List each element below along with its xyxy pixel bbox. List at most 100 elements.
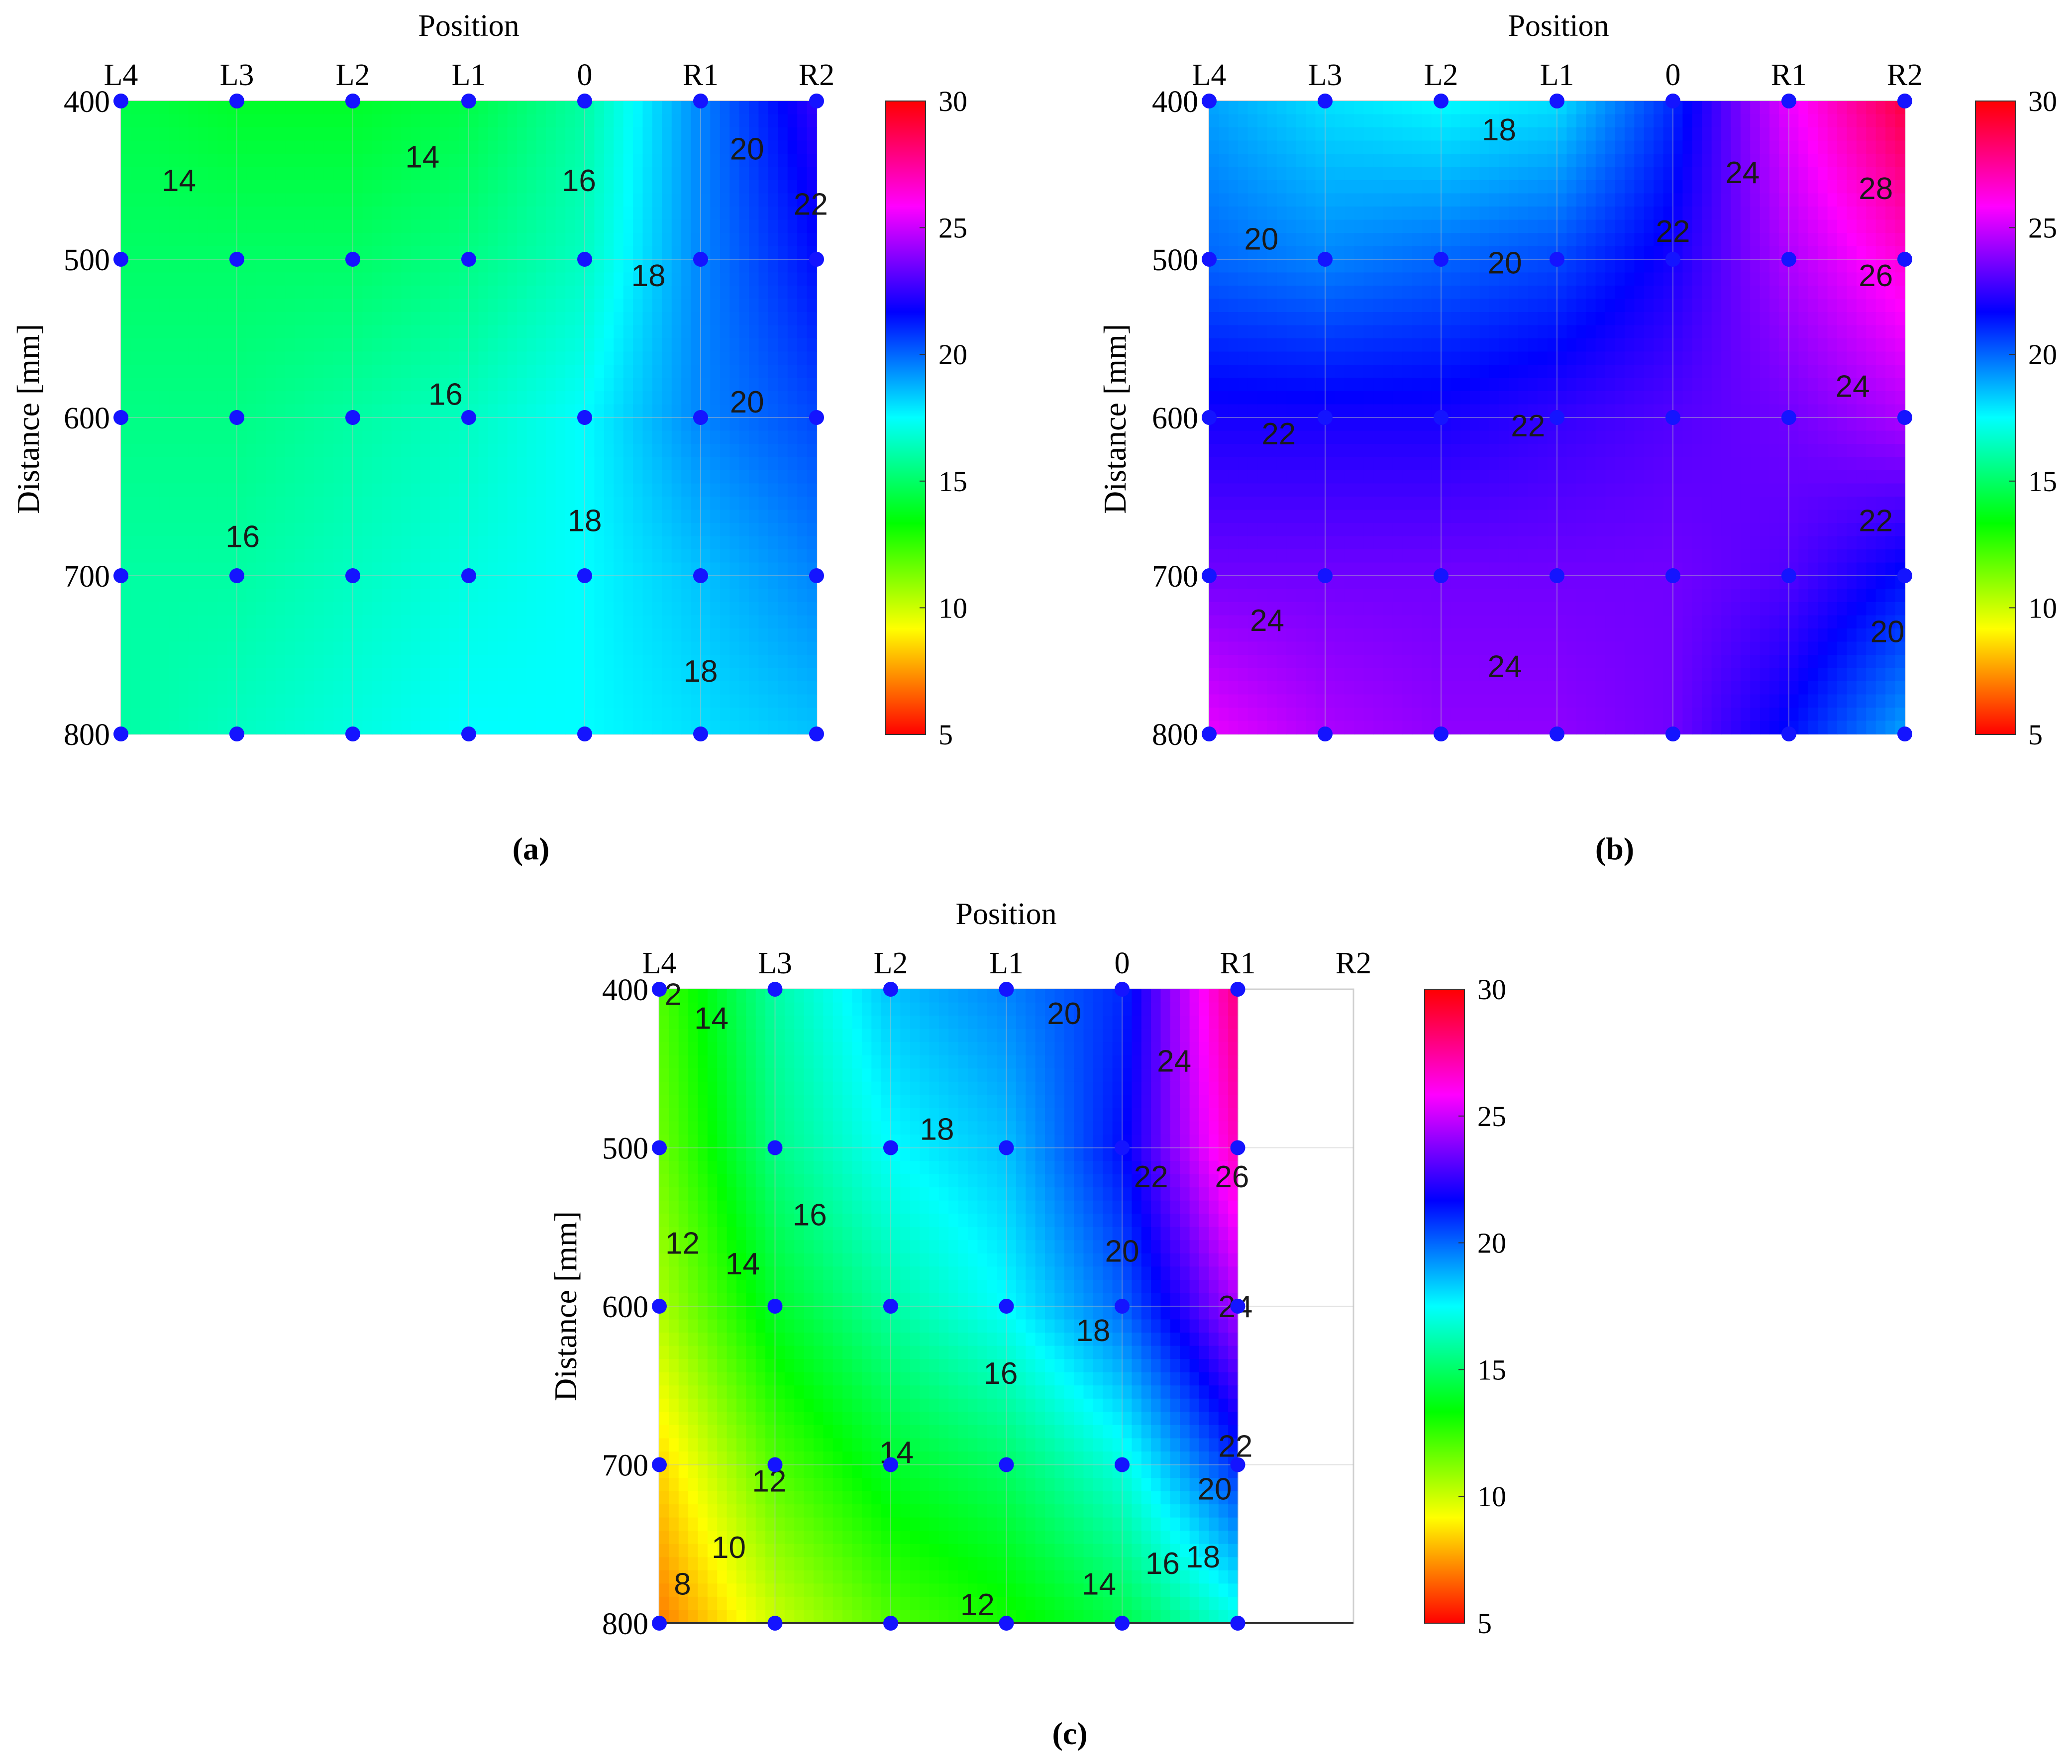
- heatmap-cell: [517, 615, 527, 629]
- heatmap-cell: [1306, 154, 1316, 168]
- heatmap-cell: [671, 299, 682, 312]
- heatmap-cell: [1566, 286, 1577, 300]
- heatmap-cell: [633, 312, 643, 326]
- heatmap-cell: [314, 589, 324, 603]
- heatmap-cell: [1238, 312, 1248, 326]
- heatmap-cell: [691, 207, 701, 220]
- heatmap-cell: [565, 681, 576, 695]
- heatmap-cell: [1538, 246, 1548, 260]
- heatmap-cell: [555, 391, 566, 405]
- heatmap-cell: [343, 207, 353, 220]
- heatmap-cell: [1441, 233, 1451, 247]
- heatmap-cell: [333, 615, 344, 629]
- heatmap-cell: [266, 365, 276, 379]
- heatmap-cell: [507, 536, 518, 550]
- heatmap-cell: [1518, 180, 1529, 194]
- heatmap-cell: [295, 510, 305, 523]
- heatmap-cell: [1460, 259, 1471, 273]
- heatmap-cell: [449, 536, 460, 550]
- heatmap-cell: [1721, 207, 1732, 220]
- heatmap-cell: [671, 114, 682, 128]
- heatmap-cell: [198, 154, 208, 168]
- heatmap-cell: [159, 193, 170, 207]
- heatmap-cell: [787, 668, 798, 682]
- heatmap-cell: [401, 207, 412, 220]
- heatmap-cell: [1228, 259, 1239, 273]
- heatmap-cell: [401, 246, 412, 260]
- heatmap-cell: [807, 708, 817, 722]
- heatmap-cell: [237, 127, 247, 141]
- heatmap-cell: [546, 101, 556, 115]
- heatmap-cell: [420, 233, 431, 247]
- heatmap-cell: [449, 497, 460, 511]
- heatmap-cell: [517, 259, 527, 273]
- heatmap-cell: [1422, 338, 1432, 352]
- heatmap-cell: [459, 602, 469, 616]
- heatmap-cell: [1499, 325, 1509, 339]
- heatmap-cell: [1383, 114, 1393, 128]
- heatmap-cell: [1595, 207, 1606, 220]
- heatmap-cell: [362, 721, 373, 734]
- heatmap-cell: [526, 681, 537, 695]
- measure-point: [113, 252, 128, 267]
- heatmap-cell: [198, 602, 208, 616]
- x-tick-label: L2: [336, 58, 370, 92]
- heatmap-cell: [1702, 154, 1712, 168]
- heatmap-cell: [1895, 272, 1905, 286]
- heatmap-cell: [1576, 193, 1587, 207]
- heatmap-cell: [498, 615, 508, 629]
- x-tick-label: L4: [104, 58, 138, 92]
- heatmap-cell: [246, 510, 257, 523]
- heatmap-cell: [169, 325, 180, 339]
- heatmap-cell: [662, 470, 672, 484]
- heatmap-cell: [1528, 351, 1538, 365]
- heatmap-cell: [323, 628, 334, 642]
- heatmap-cell: [1895, 312, 1905, 326]
- heatmap-cell: [179, 286, 189, 300]
- heatmap-cell: [671, 602, 682, 616]
- heatmap-cell: [1682, 180, 1693, 194]
- heatmap-cell: [295, 207, 305, 220]
- heatmap-cell: [478, 312, 489, 326]
- heatmap-cell: [652, 589, 663, 603]
- heatmap-cell: [1847, 246, 1857, 260]
- heatmap-cell: [594, 444, 605, 458]
- heatmap-cell: [1885, 167, 1896, 181]
- heatmap-cell: [739, 193, 749, 207]
- heatmap-cell: [217, 233, 228, 247]
- heatmap-cell: [662, 286, 672, 300]
- heatmap-cell: [1818, 193, 1828, 207]
- heatmap-cell: [1344, 259, 1355, 273]
- heatmap-cell: [1624, 246, 1635, 260]
- heatmap-cell: [1837, 299, 1848, 312]
- heatmap-cell: [614, 338, 624, 352]
- heatmap-cell: [1750, 154, 1761, 168]
- heatmap-cell: [758, 325, 769, 339]
- contour-label: 18: [684, 654, 718, 689]
- heatmap-cell: [130, 272, 141, 286]
- heatmap-cell: [179, 576, 189, 590]
- heatmap-cell: [207, 523, 218, 537]
- heatmap-cell: [478, 602, 489, 616]
- heatmap-cell: [478, 430, 489, 444]
- heatmap-cell: [323, 101, 334, 115]
- heatmap-cell: [1731, 325, 1741, 339]
- heatmap-cell: [768, 510, 779, 523]
- heatmap-cell: [314, 641, 324, 655]
- heatmap-cell: [1750, 167, 1761, 181]
- heatmap-cell: [555, 641, 566, 655]
- heatmap-cell: [285, 127, 296, 141]
- heatmap-cell: [807, 641, 817, 655]
- heatmap-cell: [1315, 272, 1326, 286]
- heatmap-cell: [652, 101, 663, 115]
- heatmap-cell: [1373, 193, 1384, 207]
- heatmap-cell: [1518, 127, 1529, 141]
- heatmap-cell: [1760, 127, 1770, 141]
- heatmap-cell: [787, 207, 798, 220]
- heatmap-cell: [1885, 299, 1896, 312]
- heatmap-cell: [720, 417, 730, 431]
- heatmap-cell: [1499, 101, 1509, 115]
- heatmap-cell: [662, 444, 672, 458]
- heatmap-cell: [585, 457, 595, 471]
- heatmap-cell: [1267, 193, 1277, 207]
